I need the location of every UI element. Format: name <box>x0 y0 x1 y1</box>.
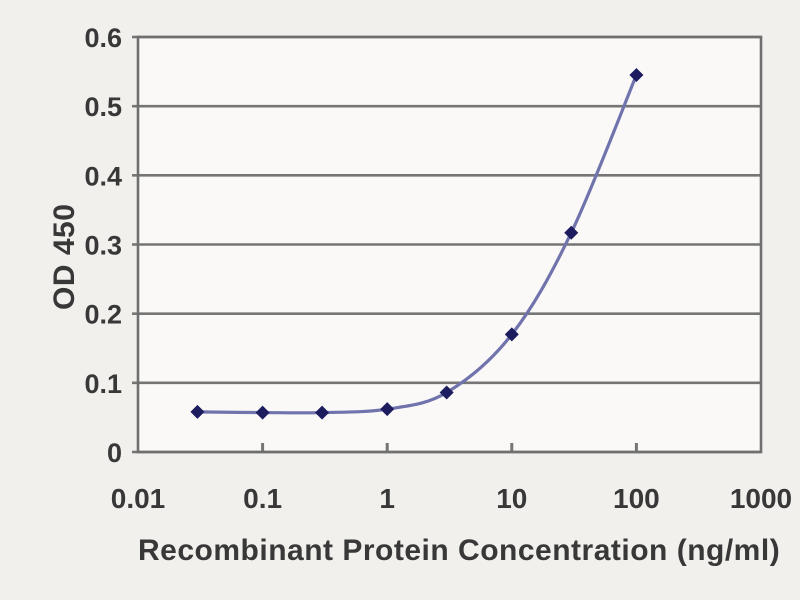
data-point-marker <box>190 404 205 419</box>
x-tick-label: 10 <box>496 483 527 514</box>
data-point-marker <box>315 405 330 420</box>
y-tick-label: 0.4 <box>84 161 122 191</box>
y-tick-label: 0 <box>107 438 122 468</box>
y-tick-label: 0.1 <box>84 369 122 399</box>
y-tick-label: 0.6 <box>84 23 122 53</box>
y-tick-label: 0.2 <box>84 300 122 330</box>
plot-border <box>136 35 763 454</box>
y-tick-label: 0.5 <box>84 92 122 122</box>
y-tick-label: 0.3 <box>84 231 122 261</box>
data-point-marker <box>504 327 519 342</box>
x-tick-label: 1000 <box>730 483 792 514</box>
x-tick-label: 1 <box>379 483 395 514</box>
x-tick-label: 0.1 <box>243 483 282 514</box>
data-point-marker <box>564 225 579 240</box>
y-axis-title: OD 450 <box>48 203 81 310</box>
x-tick-label: 100 <box>613 483 660 514</box>
data-point-marker <box>439 385 454 400</box>
x-tick-label: 0.01 <box>111 483 166 514</box>
data-point-marker <box>629 68 644 83</box>
x-axis-title: Recombinant Protein Concentration (ng/ml… <box>138 534 781 567</box>
data-point-marker <box>380 402 395 417</box>
data-point-marker <box>255 405 270 420</box>
